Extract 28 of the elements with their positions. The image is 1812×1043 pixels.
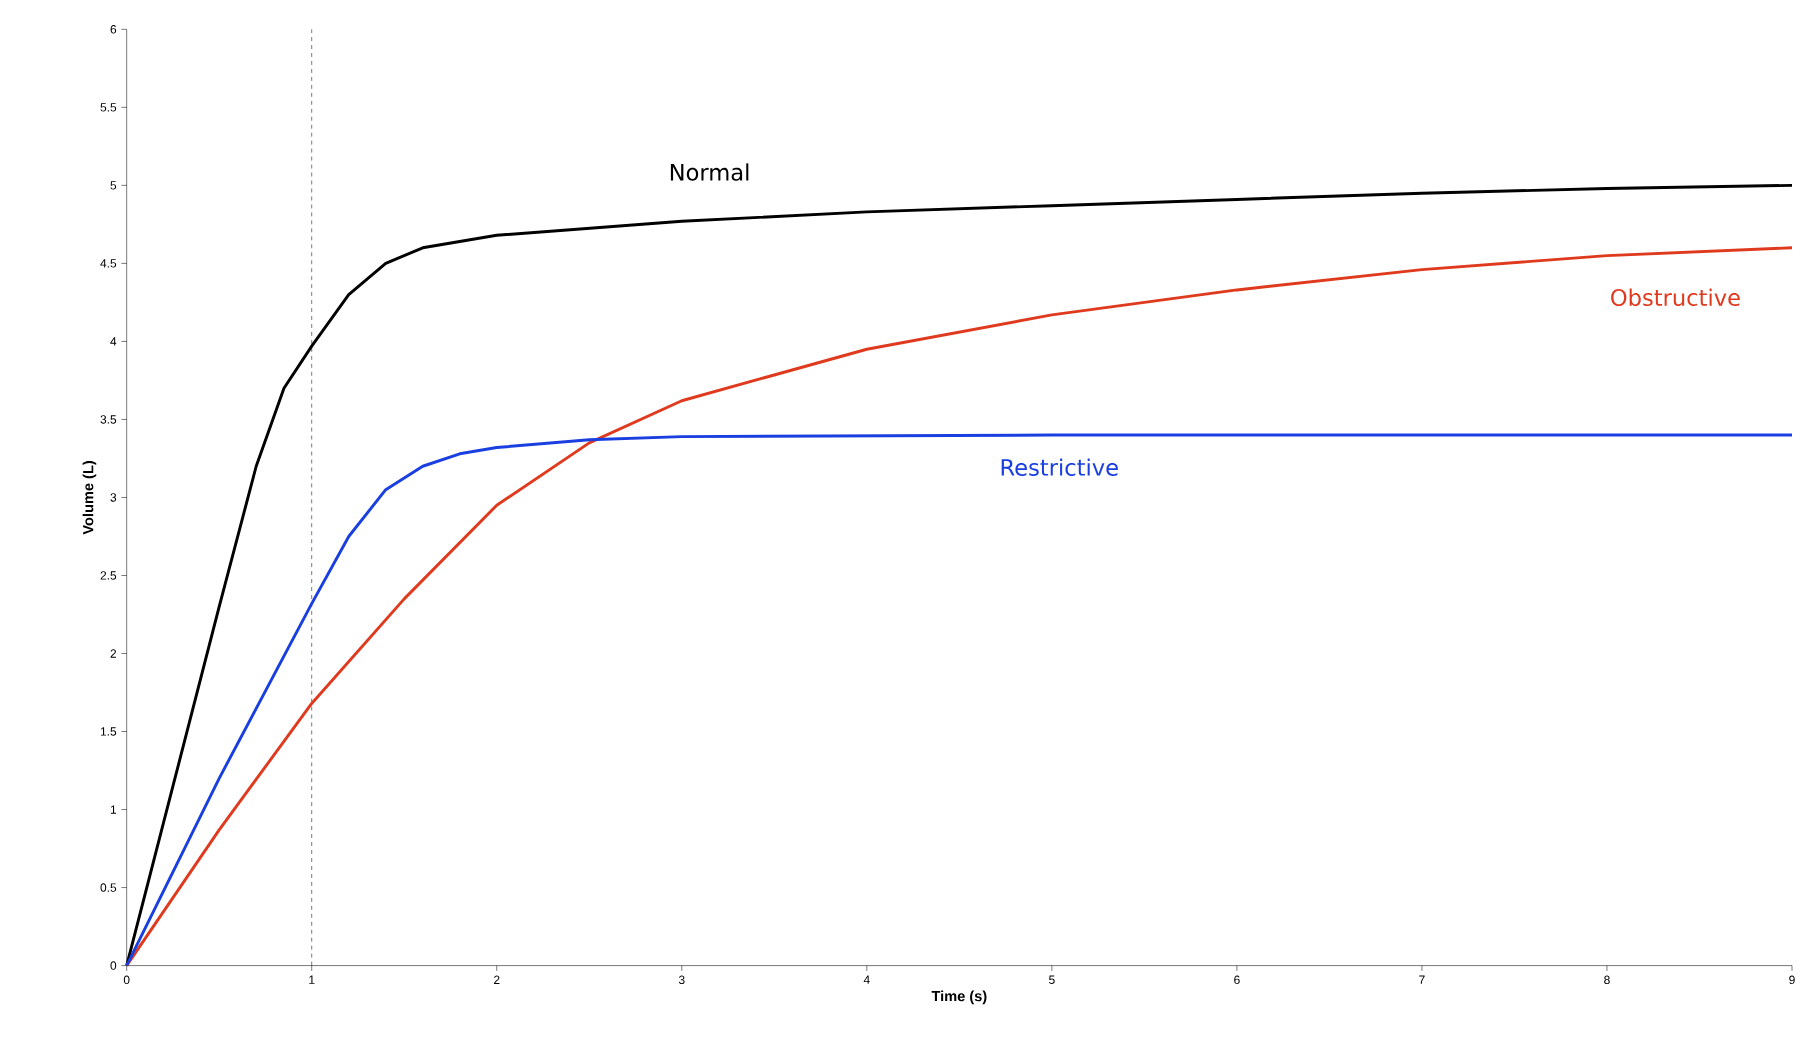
x-tick-label: 8 (1604, 975, 1610, 985)
y-tick-label: 0 (110, 961, 117, 970)
y-tick-label: 3 (110, 493, 117, 502)
y-tick-label: 0.5 (100, 883, 117, 892)
y-tick-label: 2 (110, 649, 117, 658)
y-tick-label: 1 (110, 805, 117, 814)
y-tick-label: 6 (110, 25, 117, 34)
x-tick-label: 4 (863, 975, 870, 984)
x-tick-label: 9 (1789, 975, 1795, 985)
y-tick-label: 5.5 (100, 103, 117, 112)
y-tick-label: 4.5 (100, 259, 117, 268)
x-tick-label: 0 (123, 975, 130, 985)
x-tick-label: 5 (1049, 975, 1055, 984)
x-tick-label: 6 (1234, 975, 1240, 985)
y-tick-label: 1.5 (100, 727, 117, 736)
y-tick-label: 4 (110, 337, 117, 346)
x-tick-label: 3 (678, 975, 685, 985)
x-tick-label: 2 (494, 975, 500, 984)
y-tick-label: 3.5 (100, 415, 117, 424)
y-axis-title: Volume (L) (82, 461, 97, 535)
x-axis-title: Time (s) (931, 990, 987, 1005)
y-tick-label: 2.5 (100, 571, 117, 580)
y-tick-label: 5 (110, 181, 117, 190)
x-tick-label: 7 (1419, 975, 1425, 984)
series-label: Normal (670, 163, 749, 181)
x-tick-label: 1 (309, 975, 315, 984)
series-label: Restrictive (1001, 458, 1118, 476)
series-label: Obstructive (1611, 288, 1740, 307)
